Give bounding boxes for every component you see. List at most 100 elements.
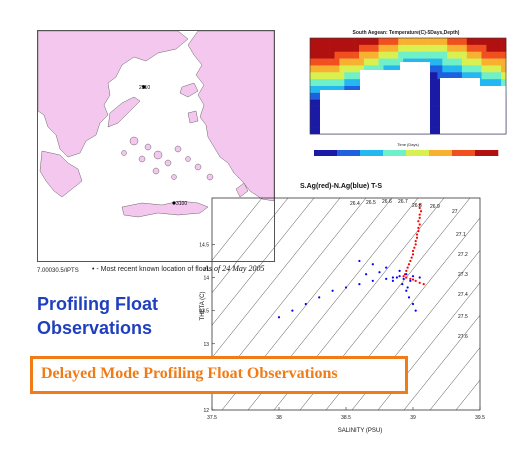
heatmap-cell — [339, 79, 345, 87]
heatmap-cell — [432, 44, 438, 53]
heatmap-cell — [329, 72, 335, 80]
heatmap-cell — [373, 58, 379, 66]
isopycnal-line — [429, 347, 480, 410]
heatmap-cell — [349, 44, 355, 53]
heatmap-cell — [349, 51, 355, 59]
heatmap-cell — [314, 113, 321, 121]
heatmap-cell — [329, 86, 335, 94]
isopycnal-label: 27.4 — [458, 292, 468, 298]
south-aegean-point — [414, 239, 417, 243]
heatmap-cell — [314, 51, 321, 59]
heatmap-cell — [427, 127, 433, 135]
colorbar-swatch — [337, 150, 342, 156]
heatmap-nodata — [480, 86, 506, 134]
heatmap-cell — [310, 65, 316, 73]
heatmap-colorbar — [314, 150, 499, 156]
south-aegean-point — [415, 236, 419, 239]
map-legend-text: • - Most recent known location of float. — [92, 266, 211, 273]
north-aegean-point — [398, 275, 401, 278]
colorbar-swatch — [341, 150, 347, 156]
heatmap-cell — [432, 38, 438, 46]
heatmap-cell — [329, 79, 335, 87]
isopycnal-label: 26.9 — [430, 204, 440, 210]
delayed-mode-link[interactable]: Delayed Mode Profiling Float Observation… — [30, 356, 408, 394]
colorbar-swatch — [456, 150, 462, 156]
colorbar-swatch — [484, 150, 490, 156]
isopycnal-label: 27.2 — [458, 252, 468, 258]
delayed-mode-link-text[interactable]: Delayed Mode Profiling Float Observation… — [41, 365, 338, 382]
heatmap-cell — [442, 51, 448, 59]
heatmap-cell — [310, 44, 316, 53]
heatmap-cell — [310, 86, 316, 94]
colorbar-swatch — [364, 150, 370, 156]
colorbar-swatch — [415, 150, 421, 156]
heatmap-cell — [466, 51, 472, 59]
heatmap-cell — [457, 38, 463, 46]
heatmap-cell — [486, 65, 492, 73]
colorbar-swatch — [470, 150, 476, 156]
heatmap-cell — [373, 44, 379, 53]
north-aegean-point — [405, 273, 408, 276]
heatmap-cell — [452, 38, 458, 46]
heatmap-cell — [388, 44, 394, 53]
ts-title: S.Ag(red)-N.Ag(blue) T-S — [300, 183, 382, 190]
heatmap-cell — [363, 65, 370, 73]
north-aegean-point — [304, 302, 307, 306]
heatmap-cell — [457, 58, 463, 66]
isopycnal-line — [482, 198, 492, 410]
south-aegean-point — [415, 233, 419, 236]
heatmap-cell — [501, 65, 507, 73]
heatmap-cell — [373, 65, 379, 73]
heatmap-cell — [471, 72, 477, 80]
colorbar-swatch — [465, 150, 471, 156]
north-aegean-point — [291, 309, 294, 312]
svg-text:3100: 3100 — [176, 201, 187, 207]
heatmap-cell — [427, 99, 433, 107]
heatmap-cell — [471, 51, 477, 59]
heatmap-cell — [393, 51, 399, 59]
heatmap-cell — [344, 79, 350, 87]
north-aegean-point — [385, 277, 388, 280]
page-title-line2: Observations — [37, 318, 153, 338]
heatmap-cell — [324, 79, 330, 87]
isopycnal-line — [212, 198, 341, 359]
heatmap-cell — [388, 58, 394, 66]
heatmap-cell — [344, 51, 350, 59]
heatmap-cell — [319, 51, 325, 59]
heatmap-cell — [354, 72, 360, 80]
heatmap-cell — [466, 58, 472, 66]
isopycnal-label: 26.8 — [412, 203, 422, 209]
north-aegean-point — [406, 286, 409, 289]
heatmap-cell — [314, 99, 321, 107]
north-aegean-point — [277, 316, 281, 319]
heatmap-cell — [388, 38, 394, 46]
heatmap-cell — [491, 38, 497, 46]
north-aegean-point — [402, 277, 405, 280]
north-aegean-point — [385, 266, 388, 269]
south-aegean-point — [418, 216, 421, 219]
aegean-map: 2510 3100 — [37, 30, 275, 262]
heatmap-cell — [412, 51, 419, 59]
heatmap-cell — [486, 72, 492, 80]
heatmap-cell — [388, 51, 394, 59]
heatmap-cell — [393, 44, 399, 53]
heatmap-cell — [432, 92, 438, 101]
heatmap-cell — [354, 51, 360, 59]
isopycnal-label: 27.1 — [456, 232, 466, 238]
heatmap-cell — [329, 65, 335, 73]
heatmap-cell — [310, 58, 316, 66]
heatmap-cell — [339, 51, 345, 59]
heatmap-cell — [334, 79, 340, 87]
heatmap-cell — [383, 44, 389, 53]
colorbar-swatch — [318, 150, 324, 156]
north-aegean-point — [358, 259, 361, 263]
heatmap-cell — [491, 58, 497, 66]
heatmap-cell — [457, 72, 463, 80]
colorbar-swatch — [401, 150, 407, 156]
x-tick-label: 38 — [276, 415, 282, 421]
heatmap-title: South Aegean: Temperature(C)-5Days,Depth… — [353, 30, 460, 36]
heatmap-cell — [437, 86, 443, 94]
heatmap-cell — [344, 38, 350, 46]
heatmap-cell — [461, 44, 468, 53]
heatmap-cell — [476, 44, 482, 53]
